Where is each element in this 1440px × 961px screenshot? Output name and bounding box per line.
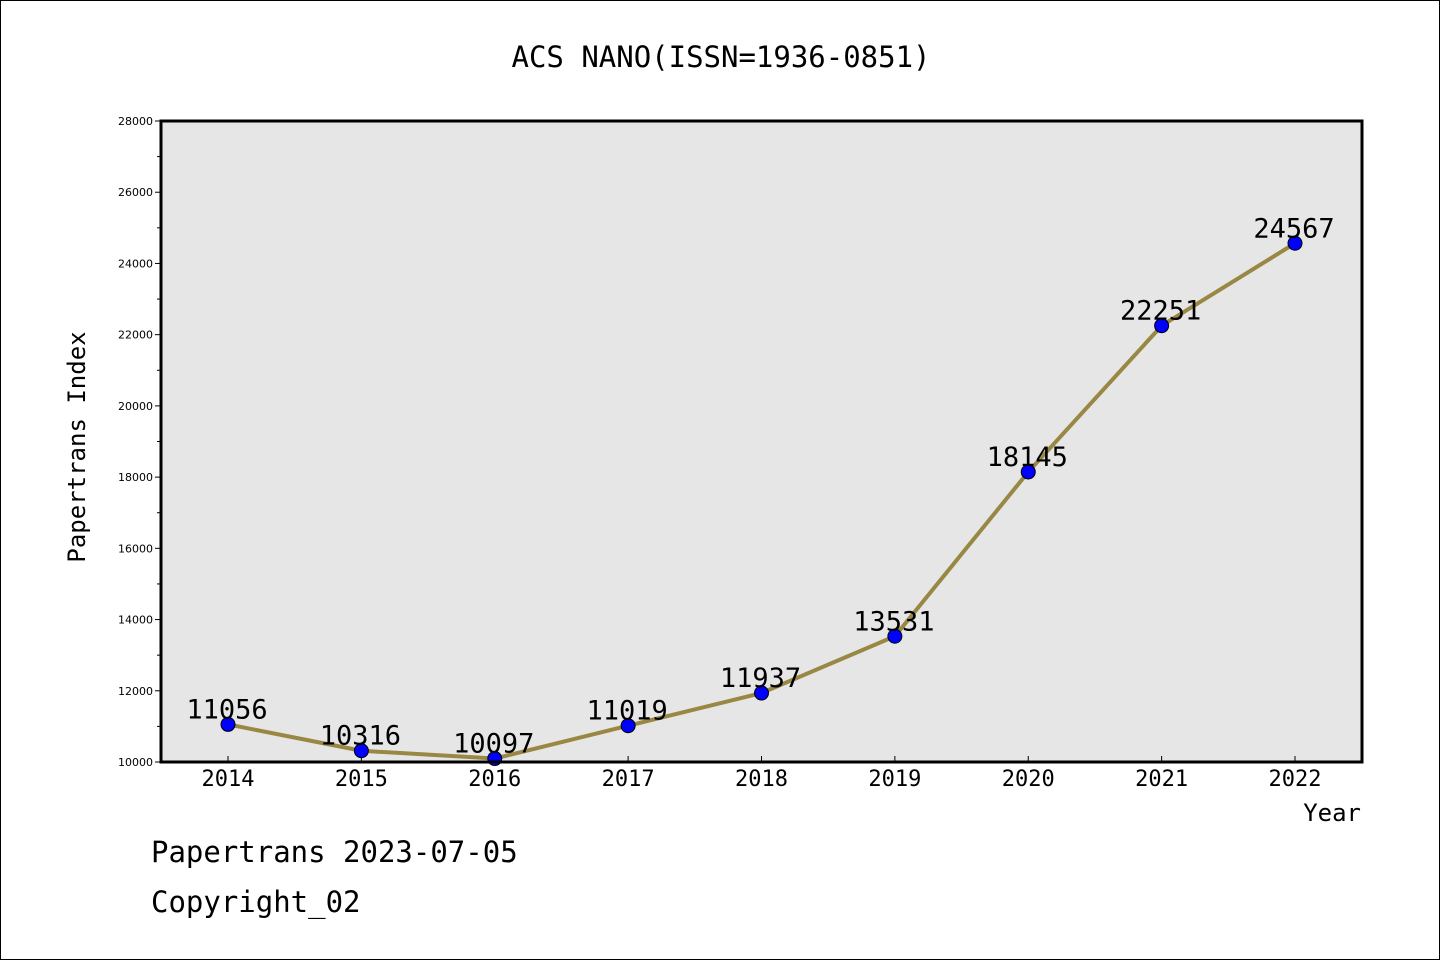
- y-axis-ticks: 10000 12000 14000 16000 18000 20000 22000 24000…: [118, 115, 161, 769]
- data-label: 11937: [720, 663, 801, 694]
- x-tick-label: 2021: [1135, 767, 1188, 792]
- data-label: 11019: [586, 696, 667, 727]
- y-tick-label: 28000: [118, 115, 153, 128]
- x-tick-label: 2018: [735, 767, 788, 792]
- y-tick-label: 10000: [118, 756, 153, 769]
- y-tick-label: 22000: [118, 329, 153, 342]
- y-tick-label: 24000: [118, 257, 153, 270]
- data-point: [1154, 318, 1170, 334]
- footer-copyright: Copyright_02: [151, 885, 361, 919]
- data-label: 11056: [186, 694, 267, 725]
- x-tick-label: 2019: [868, 767, 921, 792]
- data-point: [754, 685, 769, 701]
- data-label: 10097: [453, 729, 534, 760]
- x-tick-label: 2015: [335, 767, 388, 792]
- x-tick-label: 2020: [1002, 767, 1055, 792]
- data-point: [1287, 235, 1303, 251]
- data-point: [1020, 464, 1036, 480]
- y-axis-label: Papertrans Index: [63, 331, 91, 562]
- x-tick-label: 2022: [1269, 767, 1322, 792]
- data-label: 10316: [320, 721, 401, 752]
- y-tick-label: 14000: [118, 614, 153, 627]
- x-tick-label: 2016: [468, 767, 521, 792]
- x-tick-label: 2014: [202, 767, 255, 792]
- data-point: [220, 716, 236, 732]
- plot-border: [159, 119, 1364, 764]
- data-label: 18145: [987, 442, 1068, 473]
- chart-title: ACS NANO(ISSN=1936-0851): [511, 40, 930, 74]
- y-tick-label: 20000: [118, 400, 153, 413]
- data-label: 22251: [1120, 296, 1201, 327]
- data-point: [887, 628, 903, 644]
- footer-watermark-date: Papertrans 2023-07-05: [151, 835, 518, 869]
- series-layer: [220, 235, 1303, 767]
- data-point: [620, 718, 636, 734]
- data-label-layer: 11056 10316 10097 11019 11937 13531 18145 22251…: [186, 213, 1334, 759]
- plot-area: [161, 121, 1362, 762]
- data-label: 24567: [1253, 213, 1334, 244]
- y-tick-label: 12000: [118, 685, 153, 698]
- y-tick-label: 26000: [118, 186, 153, 199]
- y-tick-label: 18000: [118, 471, 153, 484]
- x-axis-label: Year: [1303, 799, 1361, 827]
- x-tick-label: 2017: [602, 767, 655, 792]
- data-label: 13531: [853, 606, 934, 637]
- data-point: [353, 743, 369, 759]
- y-tick-label: 16000: [118, 542, 153, 555]
